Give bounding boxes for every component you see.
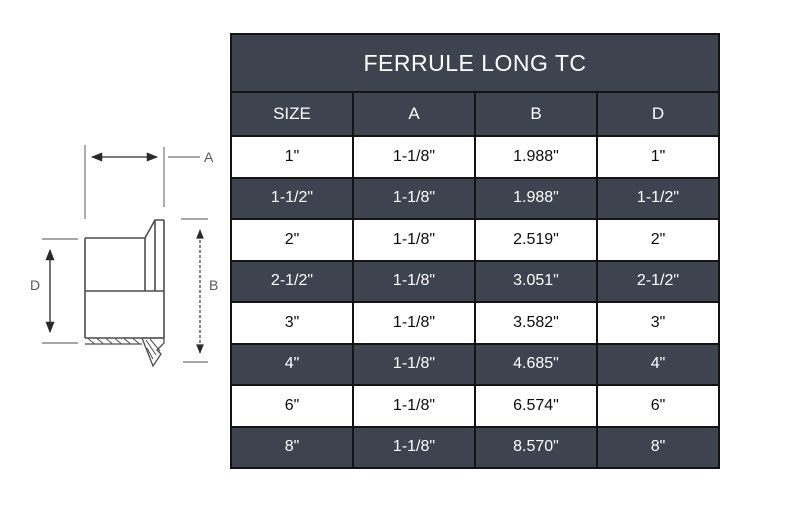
table-title: FERRULE LONG TC — [230, 33, 720, 93]
table-cell: 1-1/8" — [352, 301, 476, 345]
column-header-a: A — [352, 92, 476, 137]
table-cell: 1-1/8" — [352, 259, 476, 303]
column-header-d: D — [596, 92, 720, 137]
table-row: 3" 1-1/8" 3.582" 3" — [230, 301, 720, 345]
table-row: 1-1/2" 1-1/8" 1.988" 1-1/2" — [230, 176, 720, 220]
table-row: 8" 1-1/8" 8.570" 8" — [230, 425, 720, 469]
dim-label-a: A — [204, 149, 214, 165]
table-cell: 2" — [230, 218, 354, 262]
ferrule-body-outline — [84, 219, 165, 368]
table-cell: 1.988" — [474, 135, 598, 179]
table-cell: 1.988" — [474, 176, 598, 220]
table-cell: 6" — [596, 384, 720, 428]
table-cell: 4" — [596, 342, 720, 386]
table-cell: 2-1/2" — [596, 259, 720, 303]
column-header-b: B — [474, 92, 598, 137]
dim-label-b: B — [209, 277, 218, 293]
table-cell: 3.051" — [474, 259, 598, 303]
table-cell: 8" — [230, 425, 354, 469]
dimension-d: D — [30, 238, 78, 344]
table-cell: 6.574" — [474, 384, 598, 428]
table-cell: 2.519" — [474, 218, 598, 262]
table-cell: 1-1/2" — [230, 176, 354, 220]
dimension-b: B — [181, 218, 218, 363]
table-cell: 1-1/8" — [352, 384, 476, 428]
table-cell: 2" — [596, 218, 720, 262]
dim-label-d: D — [30, 277, 40, 293]
table-cell: 1-1/8" — [352, 425, 476, 469]
table-cell: 1" — [596, 135, 720, 179]
table-row: 2-1/2" 1-1/8" 3.051" 2-1/2" — [230, 259, 720, 303]
table-cell: 8.570" — [474, 425, 598, 469]
table-cell: 8" — [596, 425, 720, 469]
table-cell: 3" — [230, 301, 354, 345]
table-cell: 1-1/8" — [352, 135, 476, 179]
table-cell: 4.685" — [474, 342, 598, 386]
table-row: 4" 1-1/8" 4.685" 4" — [230, 342, 720, 386]
table-cell: 3.582" — [474, 301, 598, 345]
table-cell: 1-1/8" — [352, 218, 476, 262]
column-header-size: SIZE — [230, 92, 354, 137]
table-row: 1" 1-1/8" 1.988" 1" — [230, 135, 720, 179]
table-cell: 4" — [230, 342, 354, 386]
spec-table: FERRULE LONG TC SIZE A B D 1" 1-1/8" 1.988… — [230, 33, 720, 469]
table-row: 6" 1-1/8" 6.574" 6" — [230, 384, 720, 428]
table-cell: 3" — [596, 301, 720, 345]
table-cell: 2-1/2" — [230, 259, 354, 303]
table-header-row: SIZE A B D — [230, 92, 720, 137]
dimension-a: A — [84, 145, 214, 219]
table-row: 2" 1-1/8" 2.519" 2" — [230, 218, 720, 262]
table-cell: 1" — [230, 135, 354, 179]
table-cell: 1-1/8" — [352, 342, 476, 386]
table-cell: 1-1/2" — [596, 176, 720, 220]
table-cell: 6" — [230, 384, 354, 428]
spec-table-body: 1" 1-1/8" 1.988" 1" 1-1/2" 1-1/8" 1.988" 1-1/2"… — [230, 135, 720, 469]
table-title-row: FERRULE LONG TC — [230, 33, 720, 93]
table-cell: 1-1/8" — [352, 176, 476, 220]
